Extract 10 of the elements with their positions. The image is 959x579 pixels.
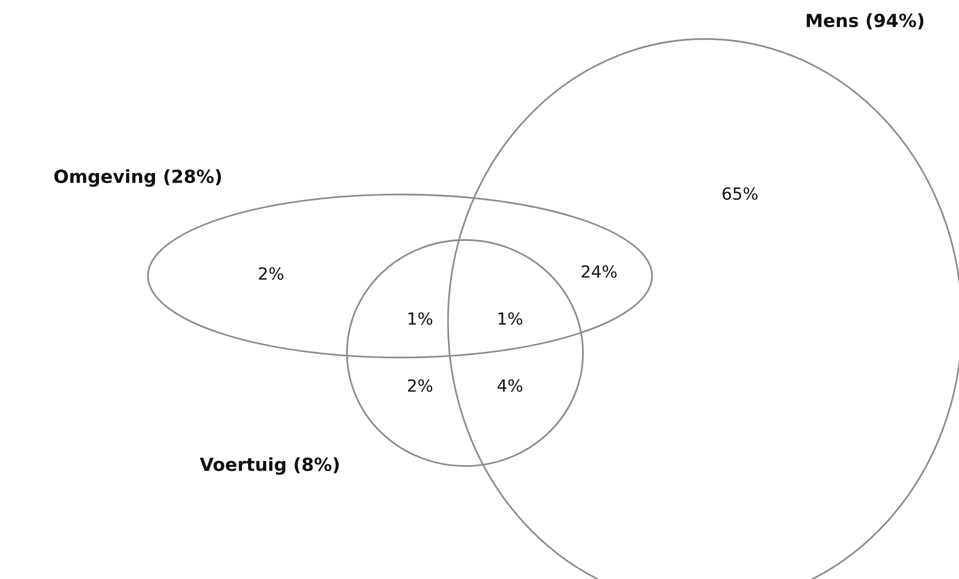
data-label: 2% — [259, 267, 284, 280]
data-label: 4% — [498, 379, 522, 392]
data-label: 2% — [408, 379, 432, 392]
data-label: 1% — [408, 312, 432, 325]
text: Omgeving (28%) — [54, 169, 221, 187]
data-label: 24% — [582, 265, 617, 278]
data-label: 65% — [722, 187, 758, 200]
text: Voertuig (8%) — [200, 457, 339, 475]
text: Mens (94%) — [806, 13, 924, 30]
data-label: 1% — [498, 312, 522, 325]
